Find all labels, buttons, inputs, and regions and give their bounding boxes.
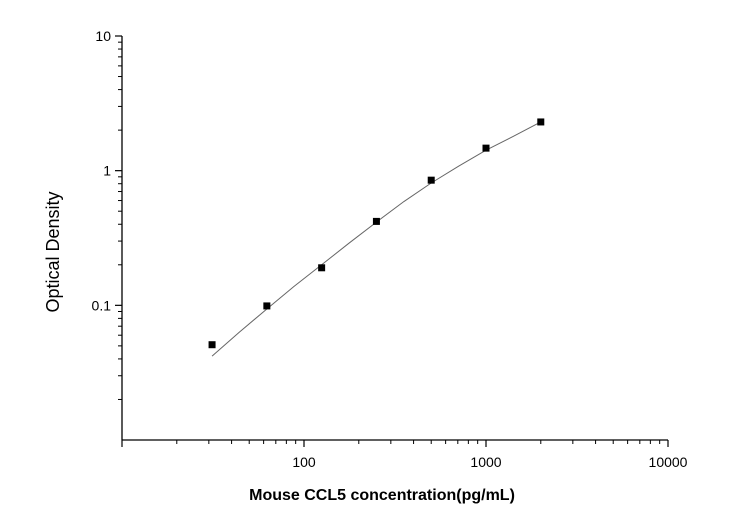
major-ticks: 100 1000 10000 0.1 1 10 [92, 28, 688, 470]
x-axis-title: Mouse CCL5 concentration(pg/mL) [249, 487, 515, 504]
y-axis-title: Optical Density [43, 191, 63, 312]
data-point [427, 176, 435, 184]
x-tick-label: 1000 [470, 454, 501, 470]
y-tick-label: 0.1 [92, 297, 112, 313]
axes [121, 36, 668, 441]
x-tick-label: 10000 [649, 454, 688, 470]
y-tick-label: 1 [103, 163, 111, 179]
data-point [537, 118, 545, 126]
data-point [318, 264, 326, 272]
minor-ticks [118, 41, 661, 444]
data-point [482, 144, 490, 152]
fit-curve-line [211, 121, 542, 357]
data-points [208, 118, 545, 349]
fit-curve [211, 121, 542, 357]
data-point [372, 217, 380, 225]
data-point [263, 302, 271, 310]
data-point [208, 341, 216, 349]
y-tick-label: 10 [95, 28, 111, 44]
x-tick-label: 100 [292, 454, 316, 470]
